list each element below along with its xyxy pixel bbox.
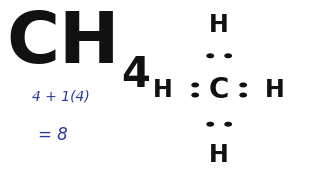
Text: H: H [265, 78, 285, 102]
Circle shape [192, 93, 198, 97]
Circle shape [192, 83, 198, 87]
Text: C: C [209, 76, 229, 104]
Circle shape [225, 122, 231, 126]
Circle shape [225, 54, 231, 58]
Circle shape [240, 83, 246, 87]
Text: = 8: = 8 [38, 126, 68, 144]
Text: 4 + 1(4): 4 + 1(4) [32, 90, 90, 104]
Text: H: H [209, 13, 229, 37]
Circle shape [240, 93, 246, 97]
Text: 4: 4 [122, 54, 150, 96]
Text: H: H [153, 78, 173, 102]
Text: CH: CH [6, 9, 120, 78]
Circle shape [207, 54, 213, 58]
Text: H: H [209, 143, 229, 167]
Circle shape [207, 122, 213, 126]
